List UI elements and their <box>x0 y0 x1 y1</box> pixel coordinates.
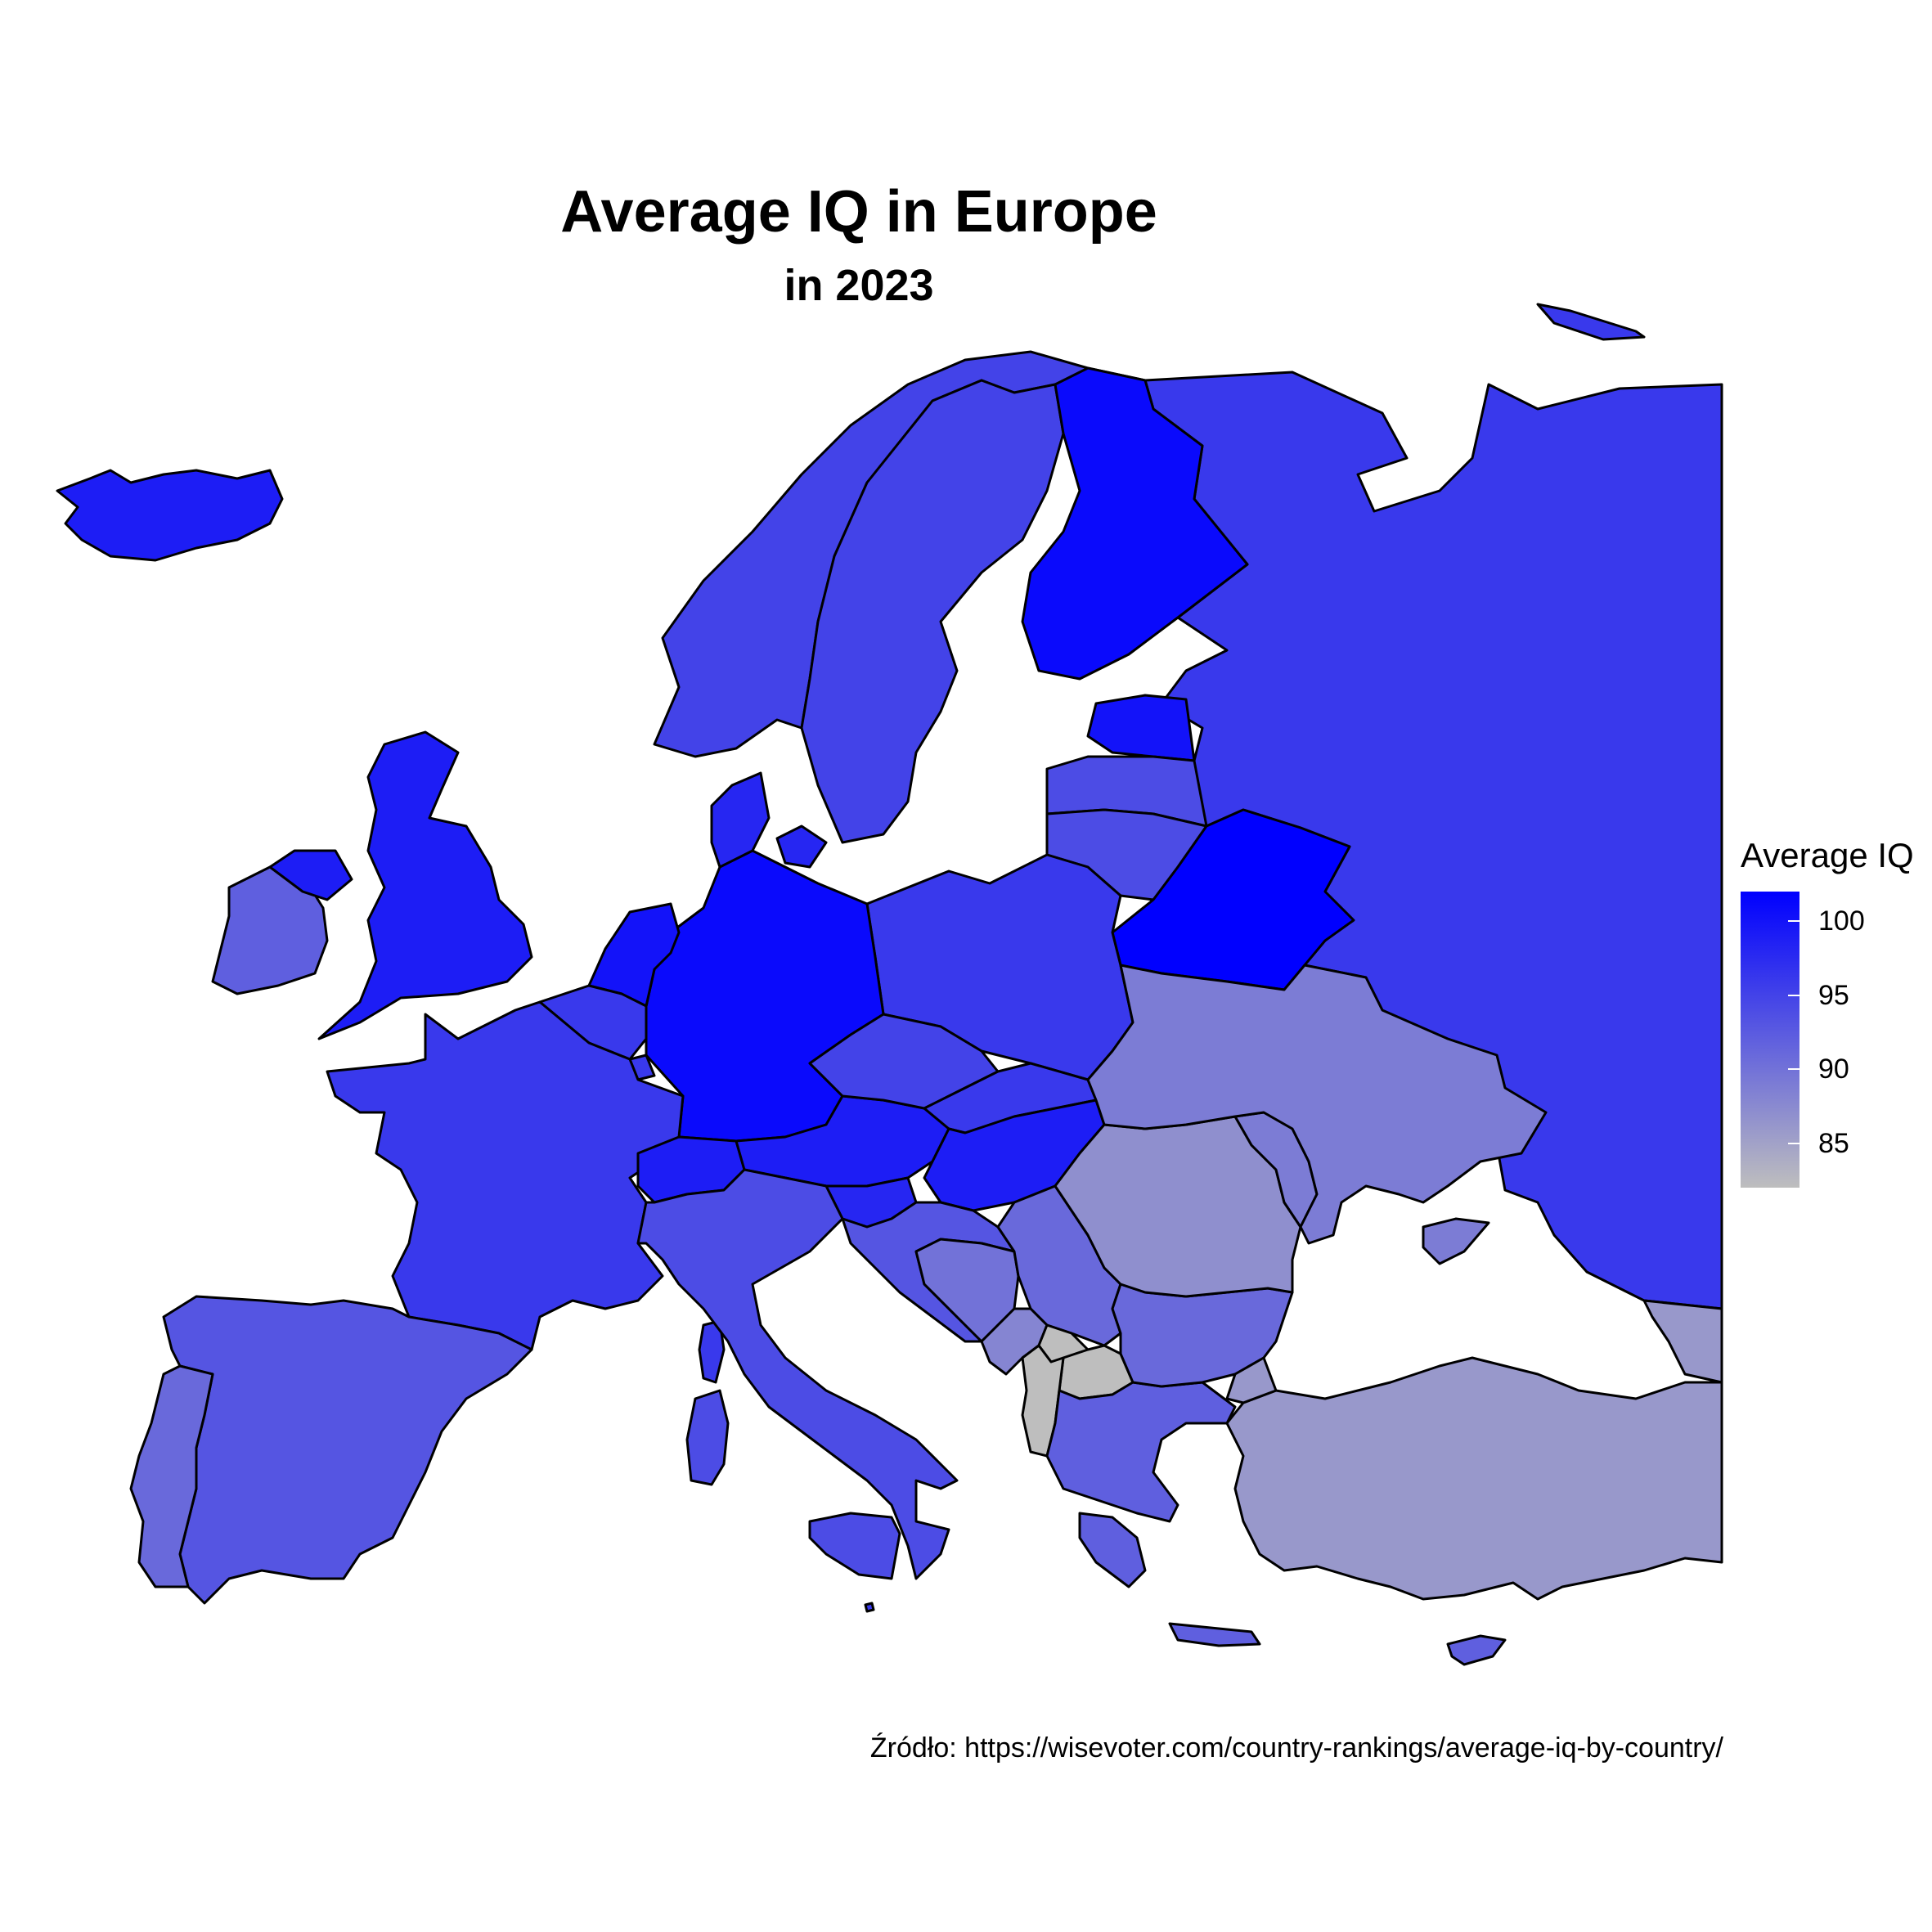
country-italy-sardinia <box>685 1389 730 1486</box>
country-georgia <box>1642 1299 1723 1384</box>
legend-tick-label: 100 <box>1818 905 1865 937</box>
country-italy <box>636 1168 959 1580</box>
country-denmark-zealand <box>775 824 828 869</box>
country-united-kingdom <box>317 730 533 1040</box>
country-russia-arctic-island <box>1536 303 1646 341</box>
country-greece-peloponnese <box>1078 1512 1147 1588</box>
country-united-kingdom-northern-ireland <box>268 849 353 901</box>
country-malta <box>864 1602 875 1613</box>
country-cyprus <box>1446 1634 1507 1666</box>
map-subtitle: in 2023 <box>784 261 934 310</box>
legend-tick-label: 95 <box>1818 979 1849 1011</box>
country-denmark <box>710 771 771 869</box>
country-greece-crete <box>1168 1622 1261 1647</box>
legend-tick-mark <box>1788 1142 1799 1144</box>
source-caption: Źródło: https://wisevoter.com/country-ra… <box>869 1732 1723 1764</box>
country-spain <box>162 1295 533 1605</box>
country-finland <box>1021 366 1249 681</box>
country-iceland <box>56 469 284 562</box>
map-title: Average IQ in Europe <box>560 179 1157 245</box>
legend-tick-label: 85 <box>1818 1127 1849 1159</box>
country-italy-sicily <box>808 1512 901 1580</box>
legend-title: Average IQ <box>1741 836 1914 874</box>
country-sweden <box>800 379 1065 844</box>
country-greece <box>1045 1381 1237 1523</box>
country-ukraine <box>1086 964 1548 1245</box>
country-estonia <box>1086 694 1196 762</box>
country-ukraine-crimea <box>1422 1217 1490 1265</box>
country-turkey <box>1225 1356 1723 1601</box>
country-portugal <box>129 1364 214 1588</box>
legend-tick-label: 90 <box>1818 1054 1849 1085</box>
legend-tick-mark <box>1788 994 1799 996</box>
legend-tick-mark <box>1788 920 1799 923</box>
legend-color-bar <box>1741 892 1799 1188</box>
country-turkey-thrace <box>1225 1356 1278 1404</box>
legend-tick-mark <box>1788 1068 1799 1071</box>
